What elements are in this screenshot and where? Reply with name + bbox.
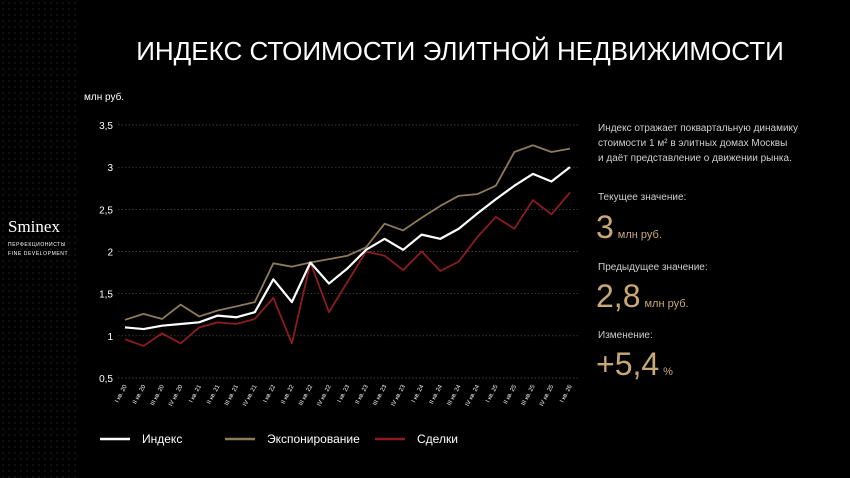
title: ИНДЕКС СТОИМОСТИ ЭЛИТНОЙ НЕДВИЖИМОСТИ xyxy=(136,36,784,66)
legend-label: Сделки xyxy=(417,432,458,446)
unit: млн руб. xyxy=(618,229,662,241)
series-line xyxy=(124,144,571,321)
legend-label: Индекс xyxy=(142,432,182,446)
logo: Sminex xyxy=(8,217,60,236)
y-tick-label: 2,5 xyxy=(99,205,113,216)
logo-tagline: ПЕРФЕКЦИОНИСТЫ xyxy=(8,242,66,248)
unit: % xyxy=(663,366,673,378)
value: 2,8 млн руб. xyxy=(596,278,689,314)
number: 2,8 xyxy=(596,278,640,314)
y-tick-label: 0,5 xyxy=(99,374,113,385)
number: 3 xyxy=(596,209,614,245)
y-tick-label: 1,5 xyxy=(99,290,113,301)
y-tick-label: 3 xyxy=(107,163,113,174)
legend-label: Экспонирование xyxy=(267,432,360,446)
number: +5,4 xyxy=(596,346,659,382)
logo-tagline: FINE DEVELOPMENT xyxy=(8,251,68,257)
label: Изменение: xyxy=(598,330,653,341)
y-tick-label: 2 xyxy=(107,248,113,259)
description: Индекс отражает поквартальную динамику xyxy=(598,123,798,134)
label: Предыдущее значение: xyxy=(598,262,708,273)
dot-pattern xyxy=(0,0,80,478)
series-line xyxy=(124,191,571,347)
value: +5,4% xyxy=(596,346,673,382)
y-tick-label: 3,5 xyxy=(99,121,113,132)
value: 3 млн руб. xyxy=(596,209,662,245)
unit: млн руб. xyxy=(644,298,688,310)
y-axis-label: млн руб. xyxy=(84,91,124,103)
y-tick-label: 1 xyxy=(107,332,113,343)
label: Текущее значение: xyxy=(598,192,686,203)
description: и даёт представление о движении рынка. xyxy=(598,153,792,164)
series-line xyxy=(124,166,571,331)
info-panel: Индекс отражает поквартальную динамику с… xyxy=(596,123,798,382)
description: стоимости 1 м² в элитных домах Москвы xyxy=(598,138,787,149)
